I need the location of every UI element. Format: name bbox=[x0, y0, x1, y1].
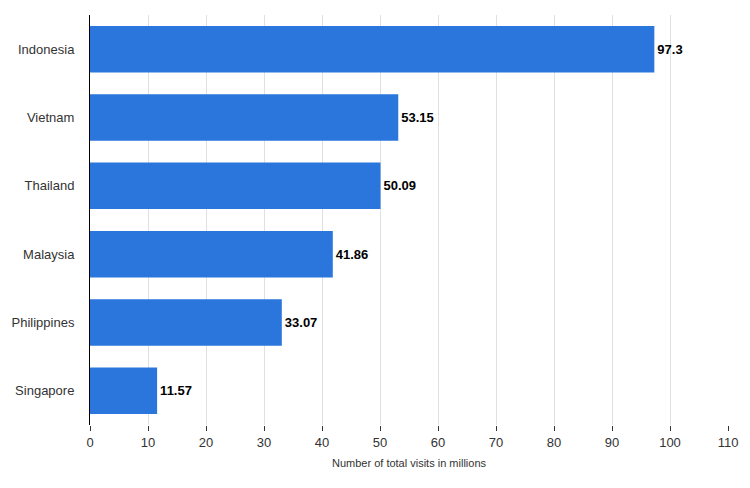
svg-text:Number of total visits in mill: Number of total visits in millions bbox=[332, 457, 487, 469]
svg-text:70: 70 bbox=[489, 435, 503, 450]
svg-text:110: 110 bbox=[718, 435, 739, 450]
svg-text:11.57: 11.57 bbox=[160, 383, 192, 398]
svg-text:Singapore: Singapore bbox=[15, 383, 74, 398]
svg-text:80: 80 bbox=[547, 435, 561, 450]
svg-text:53.15: 53.15 bbox=[401, 110, 434, 125]
svg-text:90: 90 bbox=[605, 435, 619, 450]
svg-text:41.86: 41.86 bbox=[336, 247, 369, 262]
svg-text:40: 40 bbox=[315, 435, 329, 450]
svg-text:20: 20 bbox=[199, 435, 213, 450]
svg-text:Indonesia: Indonesia bbox=[18, 42, 75, 57]
svg-text:97.3: 97.3 bbox=[657, 42, 682, 57]
svg-text:60: 60 bbox=[431, 435, 445, 450]
svg-text:Thailand: Thailand bbox=[25, 178, 75, 193]
svg-text:Vietnam: Vietnam bbox=[27, 110, 74, 125]
svg-text:0: 0 bbox=[86, 435, 93, 450]
svg-text:Philippines: Philippines bbox=[12, 315, 75, 330]
svg-text:30: 30 bbox=[257, 435, 271, 450]
svg-text:10: 10 bbox=[141, 435, 155, 450]
svg-text:Malaysia: Malaysia bbox=[23, 247, 75, 262]
svg-text:50: 50 bbox=[373, 435, 387, 450]
svg-text:50.09: 50.09 bbox=[384, 178, 417, 193]
svg-text:100: 100 bbox=[659, 435, 681, 450]
svg-text:33.07: 33.07 bbox=[285, 315, 318, 330]
